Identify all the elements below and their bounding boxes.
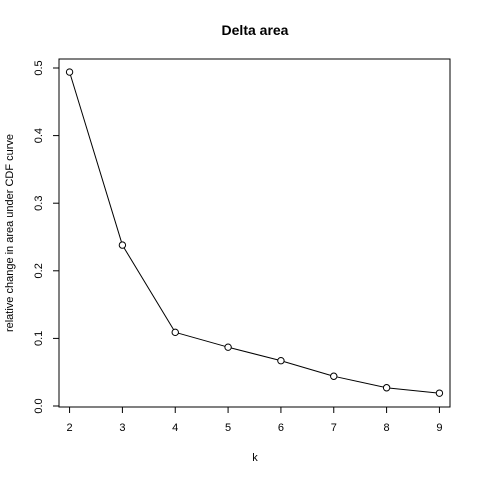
data-point bbox=[65, 68, 74, 76]
data-point bbox=[277, 357, 285, 365]
chart-title: Delta area bbox=[222, 22, 289, 38]
y-tick-label: 0.2 bbox=[33, 263, 45, 278]
y-tick-label: 0.5 bbox=[33, 60, 45, 75]
y-tick-label: 0.4 bbox=[33, 128, 45, 143]
x-tick-label: 3 bbox=[119, 422, 125, 434]
series-line bbox=[70, 74, 437, 394]
x-axis: 2 3 4 5 6 7 8 9 bbox=[67, 406, 442, 434]
data-point bbox=[330, 372, 338, 380]
data-point bbox=[382, 384, 391, 392]
data-point bbox=[171, 328, 179, 337]
x-axis-label: k bbox=[252, 452, 258, 464]
x-tick-label: 4 bbox=[172, 422, 178, 434]
y-axis: 0.0 0.1 0.2 0.3 0.4 0.5 bbox=[33, 60, 60, 414]
x-tick-label: 6 bbox=[278, 422, 284, 434]
plot-frame bbox=[58, 58, 451, 408]
y-axis-label: relative change in area under CDF curve bbox=[4, 134, 16, 332]
data-point bbox=[224, 343, 232, 351]
data-points bbox=[65, 68, 444, 397]
y-tick-label: 0.0 bbox=[33, 398, 45, 413]
x-tick-label: 9 bbox=[436, 422, 442, 434]
y-tick-label: 0.3 bbox=[33, 196, 45, 211]
x-tick-label: 2 bbox=[67, 422, 73, 434]
x-tick-label: 7 bbox=[331, 422, 337, 434]
data-point bbox=[118, 241, 127, 249]
x-tick-label: 5 bbox=[225, 422, 231, 434]
x-tick-label: 8 bbox=[384, 422, 390, 434]
y-tick-label: 0.1 bbox=[33, 331, 45, 346]
data-point bbox=[435, 389, 444, 397]
